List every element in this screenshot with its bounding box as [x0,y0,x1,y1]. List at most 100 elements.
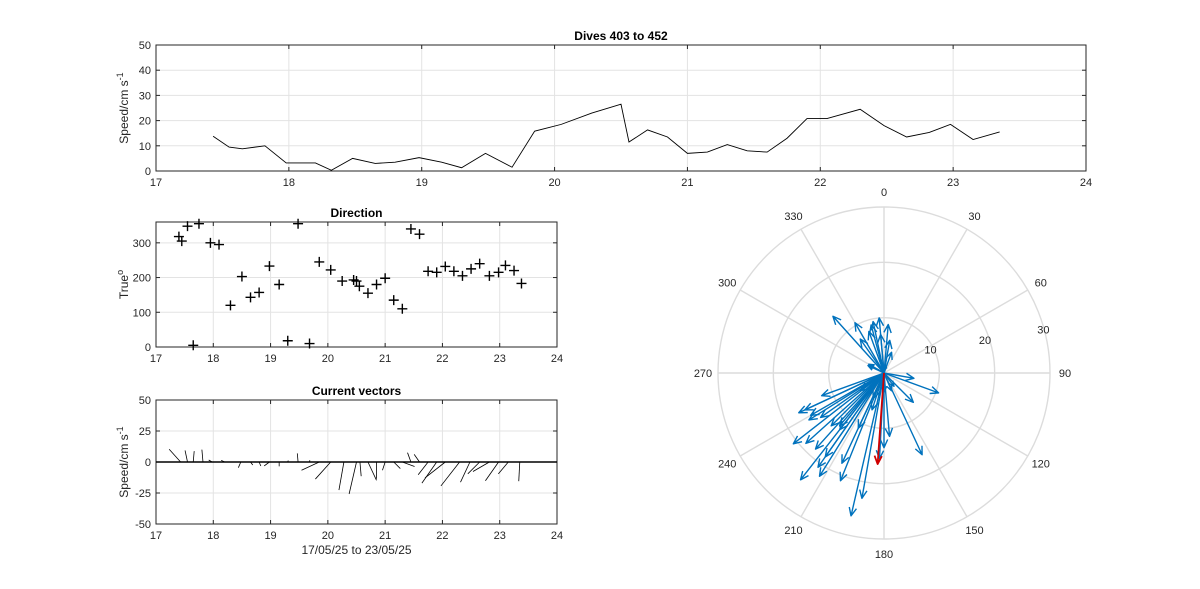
direction-point [457,270,468,281]
speed-series-line [212,103,1000,171]
compass-arrow [805,372,885,445]
compass-arrow [883,372,915,404]
y-tick-label: 20 [139,116,151,128]
x-tick-label: 18 [283,177,295,189]
current-vector [348,461,357,495]
direction-point [182,221,193,232]
y-tick-label: -25 [135,488,151,500]
compass-arrow [883,372,940,395]
x-tick-label: 18 [207,530,219,542]
compass-arrow [808,372,885,421]
current-vector [413,454,420,463]
r-tick-label: 20 [979,335,991,347]
compass-arrow [792,372,885,445]
theta-tick-label: 240 [718,459,736,471]
direction-point [405,223,416,234]
compass-arrow [883,372,923,456]
compass-arrow [883,372,894,438]
x-tick-label: 24 [551,530,563,542]
compass-arrow [848,372,885,517]
current-vector [393,461,401,469]
direction-point [274,279,285,290]
direction-point [325,264,336,275]
direction-point [282,335,293,346]
current-vector [258,461,262,467]
chart-title: Direction [330,206,382,220]
x-tick-label: 20 [322,353,334,365]
x-tick-label: 18 [207,353,219,365]
theta-tick-label: 300 [718,278,736,290]
x-axis-label: 17/05/25 to 23/05/25 [301,543,411,557]
direction-point [440,261,451,272]
x-tick-label: 19 [264,530,276,542]
chart-title: Current vectors [312,384,402,398]
current-vector [460,461,471,483]
polar-spoke [883,372,968,518]
y-tick-label: 300 [133,238,151,250]
current-vector [472,461,490,472]
x-tick-label: 20 [548,177,560,189]
current-vector [407,452,412,463]
compass-arrow [854,321,885,374]
direction-point [397,303,408,314]
x-tick-label: 17 [150,177,162,189]
r-tick-label: 30 [1037,324,1049,336]
direction-point [354,281,365,292]
current-vector [421,461,438,484]
current-vector [402,461,415,467]
y-tick-label: 0 [145,166,151,178]
direction-point [484,270,495,281]
direction-point [448,266,459,277]
direction-point [337,276,348,287]
current-vector [424,461,446,479]
x-tick-label: 23 [947,177,959,189]
x-tick-label: 21 [681,177,693,189]
compass-arrow [867,364,885,374]
polar-spoke [883,228,968,374]
direction-point [176,236,187,247]
theta-tick-label: 180 [875,549,893,561]
polar-spoke [883,289,1029,374]
polar-spoke [800,372,885,518]
y-axis-label: Speed/cm s-1 [115,426,131,497]
current-vector [296,453,299,463]
y-axis-label: Trueo [115,270,131,299]
compass-arrow [883,351,893,374]
current-vector [417,461,429,475]
plot-area [156,45,1086,171]
y-axis-label-sup: -1 [115,426,125,434]
current-vector [315,461,332,480]
direction-point [500,260,511,271]
y-tick-label: 50 [139,395,151,407]
y-tick-label: 40 [139,65,151,77]
polar-spoke [739,289,885,374]
theta-tick-label: 90 [1059,368,1071,380]
y-axis-label-main: Speed/cm s [117,80,131,143]
x-tick-label: 21 [379,530,391,542]
direction-point [414,229,425,240]
current-vector [301,461,320,471]
theta-tick-label: 60 [1035,278,1047,290]
speed-panel: 17 18 19 20 21 22 23 24 0 10 20 30 40 50 Dives 403 to … [115,29,1092,189]
current-vector [485,461,499,482]
axes-box [155,221,558,348]
compass-arrow [832,315,885,374]
polar-spoke [883,372,1029,457]
direction-point [188,340,199,351]
r-tick-label: 10 [924,344,936,356]
direction-point [423,266,434,277]
x-tick-label: 19 [264,353,276,365]
direction-point [380,273,391,284]
x-tick-label: 19 [416,177,428,189]
direction-point [388,295,399,306]
y-tick-label: 100 [133,307,151,319]
current-vector [498,461,509,475]
theta-tick-label: 330 [784,211,802,223]
current-vector [168,449,181,463]
direction-point [493,267,504,278]
direction-point [245,292,256,303]
axes-box [155,44,1087,172]
theta-tick-label: 120 [1032,459,1050,471]
y-axis-label-sup: o [115,270,125,275]
